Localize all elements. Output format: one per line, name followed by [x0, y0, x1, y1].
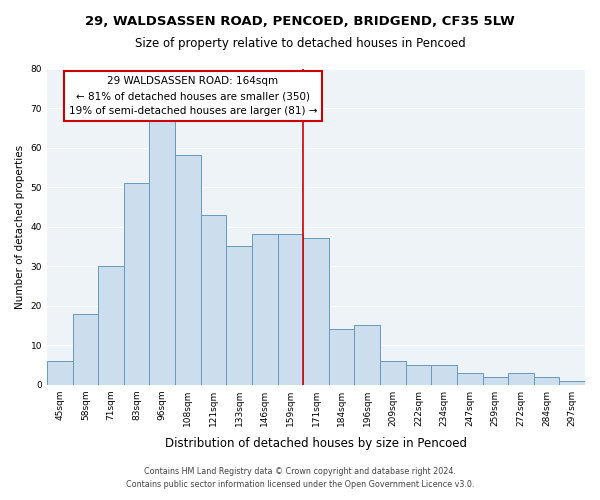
Bar [149, 120, 175, 384]
Bar [200, 214, 226, 384]
Bar [175, 156, 200, 384]
Text: 29 WALDSASSEN ROAD: 164sqm
← 81% of detached houses are smaller (350)
19% of sem: 29 WALDSASSEN ROAD: 164sqm ← 81% of deta… [69, 76, 317, 116]
X-axis label: Distribution of detached houses by size in Pencoed: Distribution of detached houses by size … [165, 437, 467, 450]
Bar [73, 314, 98, 384]
Bar [47, 361, 73, 384]
Bar [431, 365, 457, 384]
Bar [406, 365, 431, 384]
Bar [380, 361, 406, 384]
Text: Size of property relative to detached houses in Pencoed: Size of property relative to detached ho… [134, 38, 466, 51]
Bar [98, 266, 124, 384]
Bar [457, 373, 482, 384]
Text: 29, WALDSASSEN ROAD, PENCOED, BRIDGEND, CF35 5LW: 29, WALDSASSEN ROAD, PENCOED, BRIDGEND, … [85, 15, 515, 28]
Bar [482, 376, 508, 384]
Bar [355, 326, 380, 384]
Bar [508, 373, 534, 384]
Y-axis label: Number of detached properties: Number of detached properties [15, 144, 25, 308]
Bar [559, 380, 585, 384]
Bar [534, 376, 559, 384]
Bar [124, 183, 149, 384]
Text: Contains HM Land Registry data © Crown copyright and database right 2024.
Contai: Contains HM Land Registry data © Crown c… [126, 468, 474, 489]
Bar [226, 246, 252, 384]
Bar [278, 234, 303, 384]
Bar [303, 238, 329, 384]
Bar [252, 234, 278, 384]
Bar [329, 330, 355, 384]
